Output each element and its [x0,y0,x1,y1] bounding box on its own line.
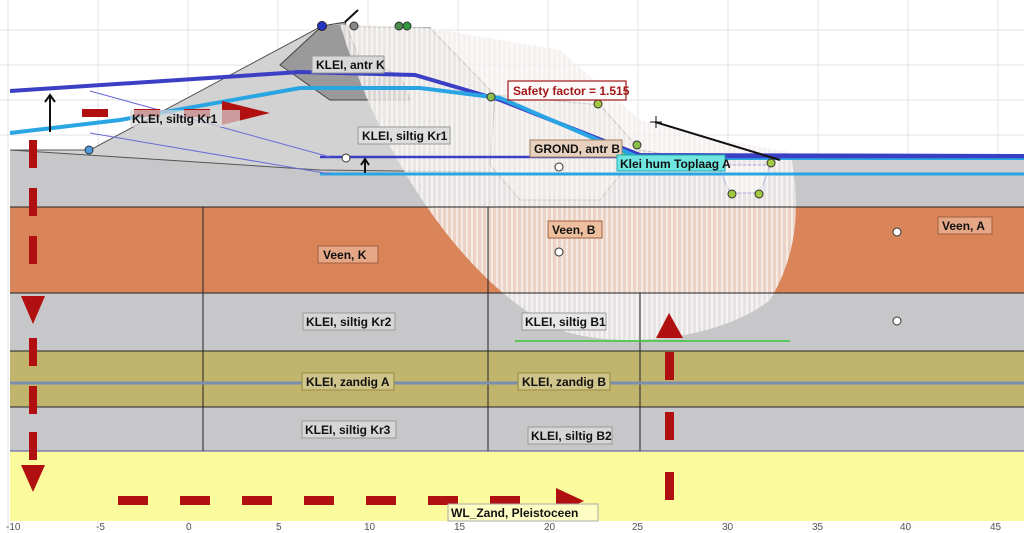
label-veen-a: Veen, A [942,219,985,233]
label-klei-siltig-kr1: KLEI, siltig Kr1 [362,129,448,143]
x-axis: -10 -5 0 5 10 15 20 25 30 35 40 45 [6,522,1002,533]
crest-line [344,9,359,23]
layer-klei-zandig [10,351,1024,407]
thin-line-2 [89,132,331,175]
berm-line [654,121,781,161]
label-veen-k: Veen, K [323,248,367,262]
head-difference-arrow [44,93,56,132]
label-klei-siltig-kr1-left: KLEI, siltig Kr1 [132,112,218,126]
label-klei-siltig-b2: KLEI, siltig B2 [531,429,612,443]
label-grond-antr-b: GROND, antr B [534,142,620,156]
tick-label: 25 [632,522,644,533]
tick-label: 30 [722,522,734,533]
label-veen-b: Veen, B [552,223,596,237]
tick-label: -10 [6,522,21,533]
label-klei-zandig-a: KLEI, zandig A [306,375,390,389]
geometry-points [84,21,902,326]
tick-label: 15 [454,522,466,533]
label-klei-siltig-kr2: KLEI, siltig Kr2 [306,315,392,329]
tick-label: 20 [544,522,556,533]
tick-label: 5 [276,522,282,533]
seepage-path-arrows [21,101,683,514]
tick-label: 10 [364,522,376,533]
safety-factor-label: Safety factor = 1.515 [513,84,630,98]
safety-factor-box [507,80,627,101]
uplift-arrow [360,157,370,173]
label-klei-antr-k: KLEI, antr K [316,58,385,72]
layer-klei-siltig-kr3 [10,407,1024,451]
tick-label: 45 [990,522,1002,533]
tick-label: 35 [812,522,824,533]
layer-labels: KLEI, antr K KLEI, siltig Kr1 KLEI, silt… [130,55,993,522]
label-wl-zand-pleistoceen: WL_Zand, Pleistoceen [451,506,578,520]
label-klei-zandig-b: KLEI, zandig B [522,375,606,389]
tick-label: 0 [186,522,192,533]
tick-label: -5 [96,522,105,533]
label-klei-siltig-b1: KLEI, siltig B1 [525,315,606,329]
label-klei-hum-toplaag-a: Klei hum Toplaag A [620,157,731,171]
tick-label: 40 [900,522,912,533]
label-klei-siltig-kr3: KLEI, siltig Kr3 [305,423,391,437]
layer-boundaries [10,206,1024,452]
